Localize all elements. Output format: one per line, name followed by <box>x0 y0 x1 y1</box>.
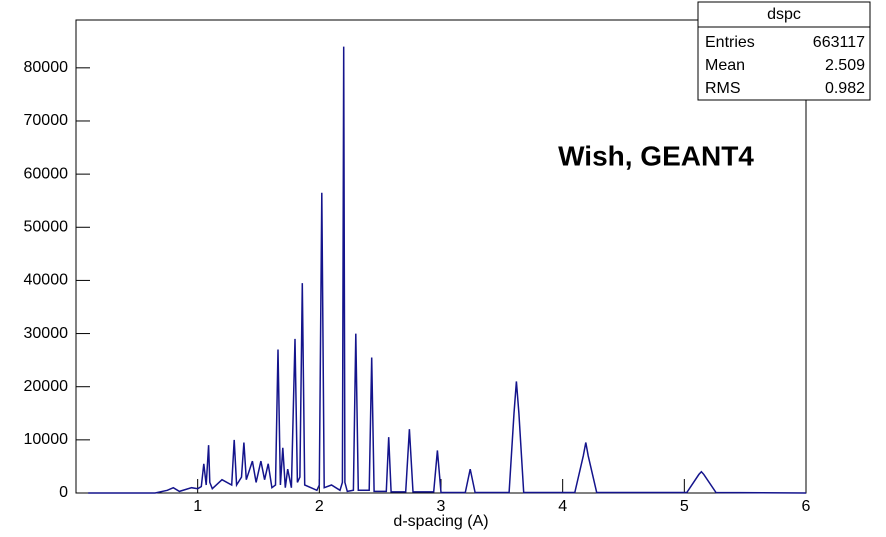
y-tick-label: 0 <box>59 484 68 501</box>
stats-box: dspc Entries 663117 Mean 2.509 RMS 0.982 <box>697 1 871 101</box>
stats-value: 0.982 <box>825 80 865 97</box>
stats-value: 2.509 <box>825 57 865 74</box>
x-tick-label: 2 <box>315 498 324 515</box>
x-tick-label: 4 <box>558 498 567 515</box>
y-tick-label: 70000 <box>24 112 69 129</box>
y-tick-label: 10000 <box>24 431 69 448</box>
stats-label: Mean <box>705 57 745 74</box>
plot-frame <box>75 19 807 494</box>
y-tick-label: 40000 <box>24 272 69 289</box>
stats-label: Entries <box>705 34 755 51</box>
y-tick-label: 50000 <box>24 218 69 235</box>
x-axis-label: d-spacing (A) <box>393 513 488 530</box>
x-tick-label: 3 <box>437 498 446 515</box>
annotation: Wish, GEANT4 <box>558 140 754 171</box>
x-tick-label: 6 <box>802 498 811 515</box>
stats-title: dspc <box>767 6 801 23</box>
stats-value: 663117 <box>813 34 865 51</box>
stats-label: RMS <box>705 80 741 97</box>
stats-frame <box>697 1 871 101</box>
histogram-line <box>88 46 807 494</box>
x-tick-label: 5 <box>680 498 689 515</box>
y-tick-label: 80000 <box>24 59 69 76</box>
x-tick-label: 1 <box>193 498 202 515</box>
y-tick-label: 60000 <box>24 165 69 182</box>
y-tick-label: 30000 <box>24 325 69 342</box>
y-tick-label: 20000 <box>24 378 69 395</box>
